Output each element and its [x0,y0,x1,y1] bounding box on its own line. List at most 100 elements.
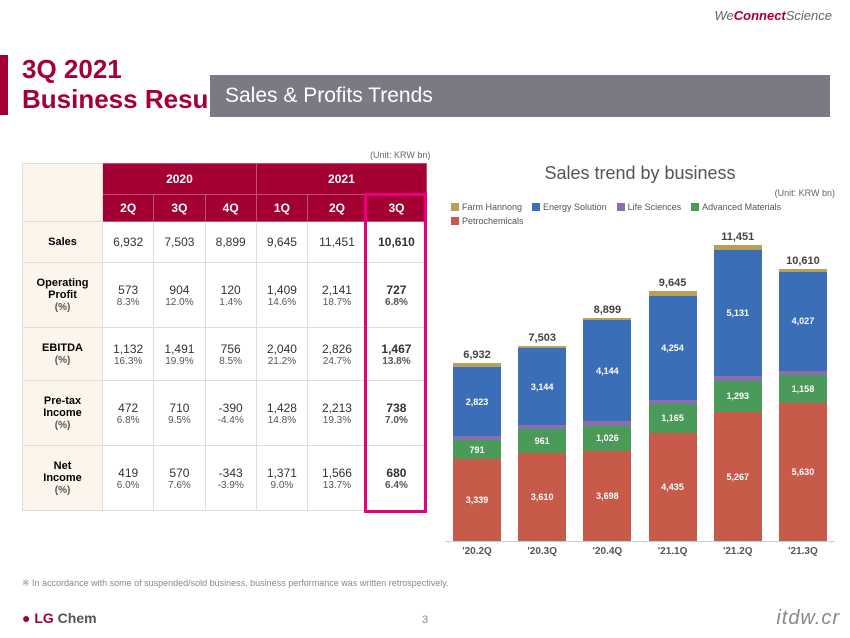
table-cell: 1201.4% [205,263,256,328]
table-cell: 2,82624.7% [308,328,367,381]
chart-title: Sales trend by business [445,163,835,184]
logo-chem: Chem [54,610,97,626]
table-row: OperatingProfit(%)5738.3%90412.0%1201.4%… [23,263,427,328]
tagline-we: We [714,8,733,23]
table-cell: 10,610 [366,222,426,263]
bar-total: 11,451 [721,231,754,243]
row-label: EBITDA(%) [23,328,103,381]
table-cell: 1,42814.8% [256,381,307,446]
page-number: 3 [422,614,428,626]
bar-column: 7,503 3,6109613,144 [514,332,570,541]
bar-x-label: '20.2Q [449,546,505,557]
table-cell: 4196.0% [103,446,154,511]
bar-stack: 4,4351,165 4,254 [649,291,697,541]
table-row: NetIncome(%)4196.0%5707.6%-343-3.9%1,371… [23,446,427,511]
table-row: Pre-taxIncome(%)4726.8%7109.5%-390-4.4%1… [23,381,427,446]
bar-segment: 2,823 [453,367,501,436]
bar-total: 6,932 [463,349,491,361]
title-line2: Business Results [22,85,239,115]
table-cell: 7276.8% [366,263,426,328]
bar-total: 9,645 [659,277,687,289]
table-cell: 11,451 [308,222,367,263]
bar-segment: 3,698 [583,451,631,541]
bar-segment: 3,339 [453,459,501,541]
table-cell: 8,899 [205,222,256,263]
logo: ● LG Chem [22,610,97,626]
table-cell: 4726.8% [103,381,154,446]
bar-segment: 5,131 [714,250,762,375]
bar-x-label: '21.3Q [775,546,831,557]
legend-item: Petrochemicals [451,216,524,226]
year-2021: 2021 [256,164,426,195]
subtitle-bar: Sales & Profits Trends [210,75,830,117]
row-label: Pre-taxIncome(%) [23,381,103,446]
table-cell: 5707.6% [154,446,205,511]
table-head: 2020 2021 2Q3Q4Q1Q2Q3Q [23,164,427,222]
year-2020: 2020 [103,164,257,195]
watermark: itdw.cr [776,607,840,630]
row-label: OperatingProfit(%) [23,263,103,328]
bar-segment: 4,254 [649,296,697,400]
table-cell: 1,46713.8% [366,328,426,381]
table-cell: 1,49119.9% [154,328,205,381]
bar-total: 8,899 [594,304,622,316]
row-label: NetIncome(%) [23,446,103,511]
chart-bars: 6,932 3,339791 2,823 7,503 3,6109613,144 8,89… [445,232,835,542]
table-unit: (Unit: KRW bn) [370,150,430,160]
bar-segment: 791 [453,440,501,459]
legend-item: Life Sciences [617,202,682,212]
bar-column: 8,899 3,6981,026 4,144 [579,304,635,541]
quarter-header: 3Q [154,195,205,222]
bar-x-label: '20.3Q [514,546,570,557]
table-cell: 7568.5% [205,328,256,381]
quarter-header: 4Q [205,195,256,222]
table-row: EBITDA(%)1,13216.3%1,49119.9%7568.5%2,04… [23,328,427,381]
bar-total: 7,503 [528,332,556,344]
bar-segment: 5,630 [779,403,827,541]
bar-segment: 3,610 [518,453,566,541]
accent-bar [0,55,8,115]
table-cell: 7,503 [154,222,205,263]
logo-lg: ● LG [22,610,54,626]
chart-unit: (Unit: KRW bn) [445,188,835,198]
bar-segment: 1,158 [779,375,827,403]
bar-x-label: '21.2Q [710,546,766,557]
bar-segment: 1,165 [649,404,697,432]
bar-stack: 3,339791 2,823 [453,363,501,541]
table-cell: 2,21319.3% [308,381,367,446]
table-cell: 6,932 [103,222,154,263]
quarter-header: 2Q [103,195,154,222]
bar-segment: 1,293 [714,381,762,413]
legend-item: Advanced Materials [691,202,781,212]
bar-segment: 4,435 [649,433,697,541]
tagline-connect: Connect [734,8,786,23]
bar-segment: 961 [518,429,566,452]
footnote: ※ In accordance with some of suspended/s… [22,578,449,589]
bar-total: 10,610 [786,255,820,267]
table-cell: 1,13216.3% [103,328,154,381]
table-cell: 5738.3% [103,263,154,328]
tagline-science: Science [786,8,832,23]
table-cell: 7109.5% [154,381,205,446]
row-label: Sales [23,222,103,263]
table-cell: 7387.0% [366,381,426,446]
table-cell: 9,645 [256,222,307,263]
table-body: Sales6,9327,5038,8999,64511,45110,610Ope… [23,222,427,511]
bar-segment: 4,027 [779,272,827,370]
bar-segment: 1,026 [583,426,631,451]
chart: Sales trend by business (Unit: KRW bn) F… [445,163,835,557]
bar-column: 9,645 4,4351,165 4,254 [645,277,701,541]
table-cell: -343-3.9% [205,446,256,511]
bar-segment: 4,144 [583,320,631,421]
page-title: 3Q 2021 Business Results [22,55,239,115]
tagline: WeConnectScience [714,8,832,23]
bar-stack: 3,6109613,144 [518,346,566,541]
bar-column: 6,932 3,339791 2,823 [449,349,505,541]
quarter-header: 1Q [256,195,307,222]
table-cell: 1,56613.7% [308,446,367,511]
bar-column: 11,4515,2671,2935,131 [710,231,766,541]
table-cell: 90412.0% [154,263,205,328]
table-cell: 1,3719.0% [256,446,307,511]
table-row: Sales6,9327,5038,8999,64511,45110,610 [23,222,427,263]
bar-x-label: '21.1Q [645,546,701,557]
